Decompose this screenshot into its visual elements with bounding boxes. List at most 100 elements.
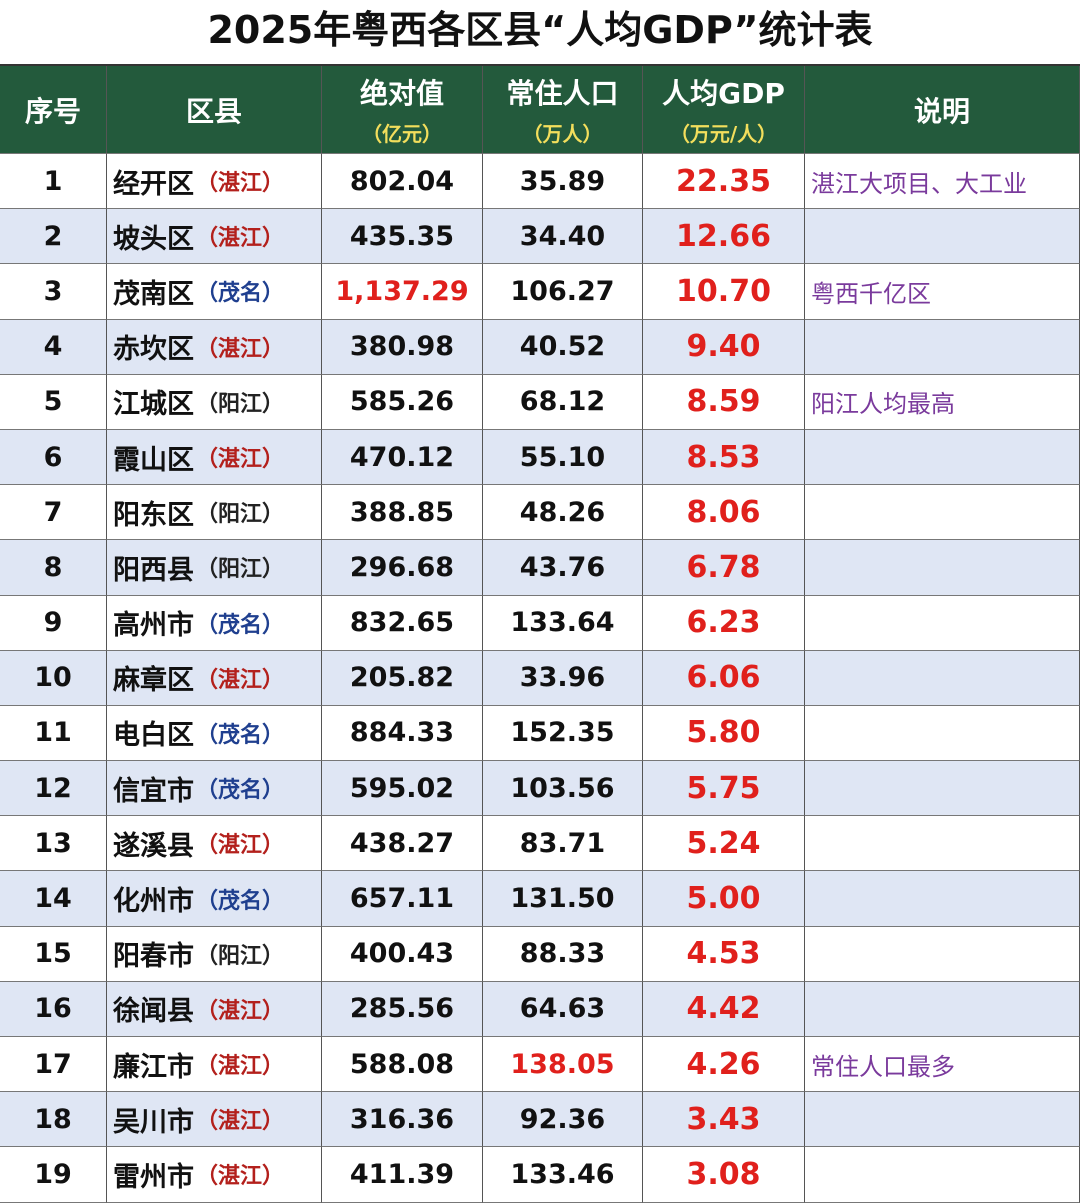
population-cell: 64.63: [483, 981, 643, 1037]
per-capita-cell: 3.08: [643, 1147, 805, 1203]
index-cell: 8: [0, 540, 107, 596]
per-capita-cell: 22.35: [643, 154, 805, 210]
gdp-cell: 388.85: [322, 485, 483, 541]
per-capita-cell: 4.53: [643, 926, 805, 982]
district-name: 经开区: [113, 168, 194, 200]
district-cell: 遂溪县 （湛江）: [107, 816, 322, 872]
population-cell: 34.40: [483, 209, 643, 265]
note-cell: 粤西千亿区: [805, 264, 1080, 320]
district-name: 雷州市: [113, 1161, 194, 1193]
population-cell: 92.36: [483, 1092, 643, 1148]
district-name: 麻章区: [113, 665, 194, 697]
table: 序号 区县 绝对值 （亿元） 常住人口 （万人） 人均GDP （万元/人） 说明 1 经开区 （湛江）…: [0, 64, 1080, 1203]
city-name: （阳江）: [196, 557, 285, 583]
index-cell: 5: [0, 374, 107, 430]
table-row: 13 遂溪县 （湛江） 438.27 83.71 5.24: [0, 816, 1080, 872]
per-capita-cell: 4.42: [643, 981, 805, 1037]
note-cell: [805, 981, 1080, 1037]
district-cell: 坡头区 （湛江）: [107, 209, 322, 265]
city-name: （湛江）: [196, 226, 285, 252]
index-cell: 19: [0, 1147, 107, 1203]
gdp-cell: 1,137.29: [322, 264, 483, 320]
table-row: 3 茂南区 （茂名） 1,137.29 106.27 10.70 粤西千亿区: [0, 264, 1080, 320]
district-name: 电白区: [113, 720, 194, 752]
district-name: 信宜市: [113, 775, 194, 807]
index-cell: 13: [0, 816, 107, 872]
header-cell: 区县: [107, 66, 322, 154]
district-name: 吴川市: [113, 1106, 194, 1138]
note-cell: [805, 540, 1080, 596]
gdp-cell: 802.04: [322, 154, 483, 210]
index-cell: 2: [0, 209, 107, 265]
per-capita-cell: 9.40: [643, 319, 805, 375]
table-row: 19 雷州市 （湛江） 411.39 133.46 3.08: [0, 1147, 1080, 1203]
population-cell: 88.33: [483, 926, 643, 982]
gdp-cell: 411.39: [322, 1147, 483, 1203]
district-name: 阳东区: [113, 499, 194, 531]
header-unit: （万人）: [522, 122, 603, 146]
header-unit: （万元/人）: [669, 122, 778, 146]
district-name: 阳西县: [113, 554, 194, 586]
district-cell: 江城区 （阳江）: [107, 374, 322, 430]
city-name: （茂名）: [196, 722, 285, 748]
city-name: （茂名）: [196, 778, 285, 804]
district-name: 茂南区: [113, 278, 194, 310]
per-capita-cell: 6.23: [643, 595, 805, 651]
table-row: 4 赤坎区 （湛江） 380.98 40.52 9.40: [0, 319, 1080, 375]
per-capita-cell: 10.70: [643, 264, 805, 320]
gdp-cell: 438.27: [322, 816, 483, 872]
city-name: （茂名）: [196, 281, 285, 307]
index-cell: 18: [0, 1092, 107, 1148]
table-row: 15 阳春市 （阳江） 400.43 88.33 4.53: [0, 926, 1080, 982]
gdp-cell: 380.98: [322, 319, 483, 375]
district-cell: 茂南区 （茂名）: [107, 264, 322, 320]
gdp-cell: 588.08: [322, 1037, 483, 1093]
index-cell: 6: [0, 429, 107, 486]
table-row: 8 阳西县 （阳江） 296.68 43.76 6.78: [0, 540, 1080, 596]
city-name: （湛江）: [196, 447, 285, 473]
district-cell: 电白区 （茂名）: [107, 705, 322, 762]
district-name: 坡头区: [113, 223, 194, 255]
header-label: 绝对值: [359, 77, 444, 110]
population-cell: 138.05: [483, 1037, 643, 1093]
per-capita-cell: 8.06: [643, 485, 805, 541]
header-unit: （亿元）: [362, 122, 442, 146]
district-name: 霞山区: [113, 444, 194, 476]
header-cell: 人均GDP （万元/人）: [643, 66, 805, 154]
table-row: 6 霞山区 （湛江） 470.12 55.10 8.53: [0, 429, 1080, 486]
district-cell: 吴川市 （湛江）: [107, 1092, 322, 1148]
note-cell: [805, 429, 1080, 486]
header-label: 人均GDP: [662, 77, 785, 110]
district-cell: 信宜市 （茂名）: [107, 761, 322, 817]
table-row: 11 电白区 （茂名） 884.33 152.35 5.80: [0, 705, 1080, 762]
district-name: 廉江市: [113, 1051, 194, 1083]
table-row: 12 信宜市 （茂名） 595.02 103.56 5.75: [0, 761, 1080, 817]
header-cell: 常住人口 （万人）: [483, 66, 643, 154]
index-cell: 3: [0, 264, 107, 320]
note-cell: 常住人口最多: [805, 1037, 1080, 1093]
index-cell: 1: [0, 154, 107, 210]
city-name: （阳江）: [196, 391, 285, 417]
note-cell: [805, 1147, 1080, 1203]
table-row: 16 徐闻县 （湛江） 285.56 64.63 4.42: [0, 981, 1080, 1037]
district-cell: 赤坎区 （湛江）: [107, 319, 322, 375]
header-row: 序号 区县 绝对值 （亿元） 常住人口 （万人） 人均GDP （万元/人） 说明: [0, 66, 1080, 154]
index-cell: 7: [0, 485, 107, 541]
district-cell: 阳东区 （阳江）: [107, 485, 322, 541]
gdp-cell: 435.35: [322, 209, 483, 265]
district-cell: 阳西县 （阳江）: [107, 540, 322, 596]
population-cell: 131.50: [483, 871, 643, 927]
district-cell: 麻章区 （湛江）: [107, 650, 322, 706]
gdp-cell: 595.02: [322, 761, 483, 817]
header-label: 常住人口: [506, 77, 619, 110]
city-name: （湛江）: [196, 1164, 285, 1190]
per-capita-cell: 8.53: [643, 429, 805, 486]
gdp-cell: 316.36: [322, 1092, 483, 1148]
gdp-cell: 205.82: [322, 650, 483, 706]
city-name: （阳江）: [196, 943, 285, 969]
note-cell: [805, 816, 1080, 872]
city-name: （茂名）: [196, 888, 285, 914]
population-cell: 35.89: [483, 154, 643, 210]
header-cell: 说明: [805, 66, 1080, 154]
